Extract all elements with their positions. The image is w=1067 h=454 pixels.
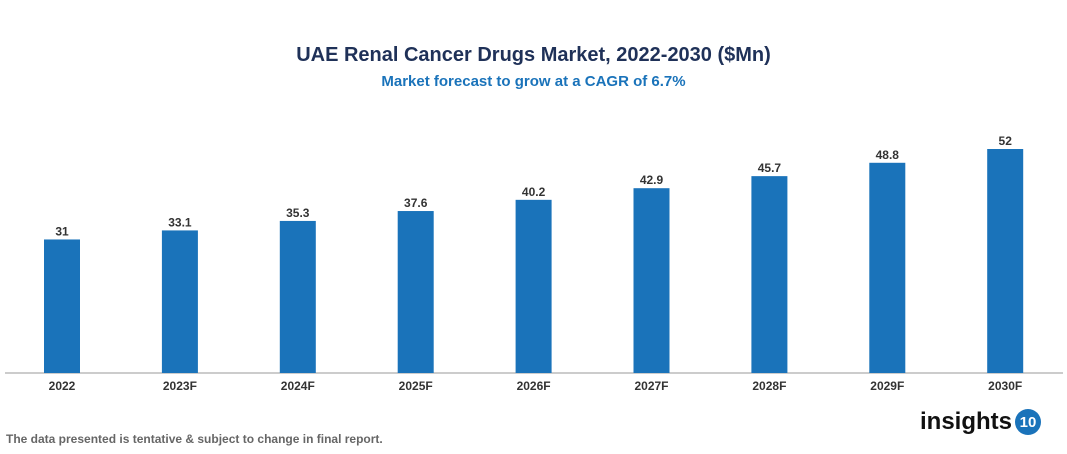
bar-2029F [869,162,906,373]
x-tick-label: 2026F [517,379,551,393]
x-tick-label: 2025F [399,379,433,393]
bar-2023F [161,230,198,373]
data-label: 48.8 [876,148,900,162]
data-label: 52 [999,134,1013,148]
bar-2030F [987,149,1024,373]
logo-number: 10 [1015,409,1042,435]
data-label: 40.2 [522,185,546,199]
data-label: 37.6 [404,196,428,210]
data-label: 42.9 [640,173,664,187]
chart-subtitle: Market forecast to grow at a CAGR of 6.7… [381,73,686,90]
x-tick-label: 2022 [49,379,76,393]
data-label: 33.1 [168,215,192,229]
disclaimer-note: The data presented is tentative & subjec… [6,432,383,446]
x-tick-label: 2024F [281,379,315,393]
x-tick-label: 2027F [634,379,668,393]
x-tick-label: 2030F [988,379,1022,393]
chart-title: UAE Renal Cancer Drugs Market, 2022-2030… [296,44,771,66]
bar-2028F [751,176,788,373]
data-label: 31 [55,224,69,238]
logo-text: insights [920,408,1013,435]
x-tick-label: 2023F [163,379,197,393]
bar-2022 [44,239,80,373]
bar-2024F [279,220,316,373]
x-tick-label: 2029F [870,379,904,393]
bar-2027F [633,188,670,373]
data-label: 35.3 [286,206,310,220]
data-label: 45.7 [758,161,782,175]
bar-2025F [397,211,434,373]
x-tick-label: 2028F [752,379,786,393]
insights10-logo: insights 10 [920,408,1042,436]
bar-2026F [515,199,552,373]
